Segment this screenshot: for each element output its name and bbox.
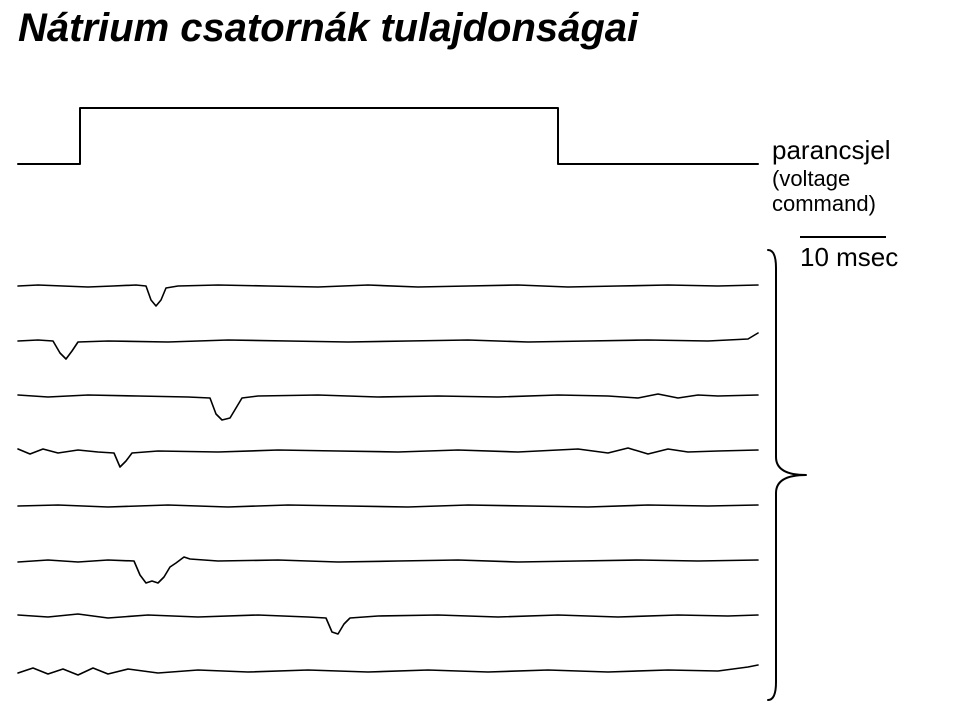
trace-path xyxy=(18,505,758,507)
trace-2 xyxy=(18,313,758,368)
trace-path xyxy=(18,394,758,420)
pulse-path xyxy=(18,108,758,164)
scale-bar-text: 10 msec xyxy=(800,242,898,273)
trace-3 xyxy=(18,368,758,423)
scale-bar: 10 msec xyxy=(800,236,898,273)
trace-path xyxy=(18,285,758,306)
command-label: parancsjel (voltage command) xyxy=(772,136,960,216)
trace-5 xyxy=(18,478,758,533)
command-label-line2: (voltage command) xyxy=(772,166,960,217)
trace-4 xyxy=(18,423,758,478)
voltage-command-pulse xyxy=(18,104,758,174)
figure-title: Nátrium csatornák tulajdonságai xyxy=(18,6,638,51)
trace-path xyxy=(18,333,758,359)
brace-path xyxy=(768,250,806,700)
figure-canvas: Nátrium csatornák tulajdonságai parancsj… xyxy=(0,0,960,715)
command-label-line1: parancsjel xyxy=(772,135,891,165)
trace-6 xyxy=(18,533,758,588)
trace-8 xyxy=(18,643,758,698)
trace-path xyxy=(18,665,758,675)
brace-icon xyxy=(768,250,808,700)
trace-path xyxy=(18,614,758,634)
trace-1 xyxy=(18,258,758,313)
trace-path xyxy=(18,448,758,467)
trace-7 xyxy=(18,588,758,643)
scale-bar-line xyxy=(800,236,886,238)
trace-path xyxy=(18,557,758,583)
